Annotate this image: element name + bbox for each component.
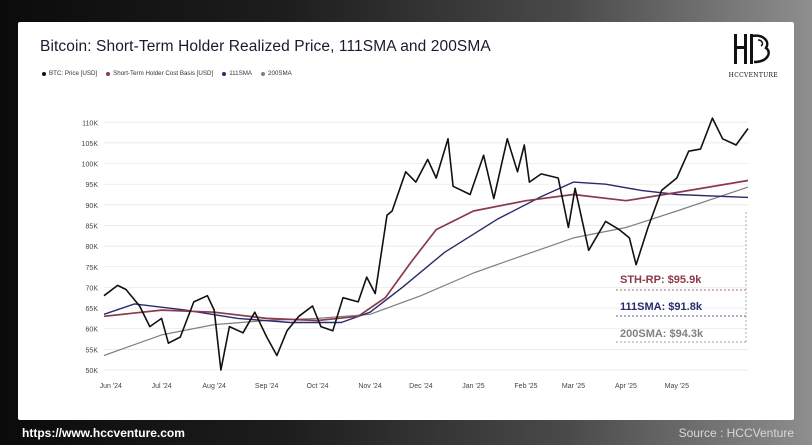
x-tick-label: Jan '25 bbox=[462, 383, 484, 390]
y-tick-label: 55K bbox=[86, 347, 99, 354]
x-tick-label: Jun '24 bbox=[100, 383, 122, 390]
logo-text: HCCVENTURE bbox=[728, 72, 778, 79]
legend-item-200sma: 200SMA bbox=[261, 70, 292, 77]
legend-label: 111SMA bbox=[229, 70, 253, 77]
legend-dot-icon bbox=[222, 71, 227, 76]
x-tick-label: Apr '25 bbox=[615, 383, 637, 390]
legend-item-sth: Short-Term Holder Cost Basis [USD] bbox=[106, 70, 213, 77]
hcc-monogram-logo bbox=[734, 34, 770, 64]
x-tick-label: May '25 bbox=[665, 383, 689, 390]
y-tick-label: 110K bbox=[82, 120, 98, 127]
y-tick-label: 105K bbox=[82, 141, 99, 148]
chart-legend: BTC: Price [USD] Short-Term Holder Cost … bbox=[42, 70, 292, 77]
y-tick-label: 50K bbox=[86, 368, 99, 375]
legend-label: 200SMA bbox=[268, 70, 292, 77]
x-tick-label: Dec '24 bbox=[409, 383, 433, 390]
y-tick-label: 60K bbox=[86, 327, 99, 334]
chart-title: Bitcoin: Short-Term Holder Realized Pric… bbox=[40, 38, 491, 55]
annotation-111sma: 111SMA: $91.8k bbox=[620, 301, 702, 313]
legend-dot-icon bbox=[106, 71, 111, 76]
legend-item-111sma: 111SMA bbox=[222, 70, 252, 77]
legend-item-btc: BTC: Price [USD] bbox=[42, 70, 97, 77]
x-tick-label: Sep '24 bbox=[255, 383, 279, 390]
y-tick-label: 65K bbox=[86, 306, 99, 313]
legend-label: BTC: Price [USD] bbox=[49, 70, 98, 77]
source-credit: Source : HCCVenture bbox=[678, 426, 794, 440]
legend-dot-icon bbox=[261, 71, 266, 76]
x-tick-label: Jul '24 bbox=[152, 383, 172, 390]
price-chart: 110K 105K 100K 95K 90K 85K 80K 75K 70K 65K 60K 55K 5… bbox=[82, 117, 749, 390]
x-tick-label: Feb '25 bbox=[514, 383, 537, 390]
sma200-line bbox=[103, 186, 749, 357]
x-tick-label: Mar '25 bbox=[562, 383, 585, 390]
sth-cost-basis-line bbox=[103, 179, 749, 322]
chart-card: Bitcoin: Short-Term Holder Realized Pric… bbox=[18, 22, 794, 420]
legend-label: Short-Term Holder Cost Basis [USD] bbox=[113, 70, 214, 77]
y-tick-label: 80K bbox=[86, 244, 99, 251]
legend-dot-icon bbox=[42, 71, 46, 76]
y-tick-label: 75K bbox=[86, 265, 99, 272]
x-tick-label: Aug '24 bbox=[202, 383, 226, 390]
y-tick-label: 95K bbox=[86, 182, 99, 189]
website-link[interactable]: https://www.hccventure.com bbox=[22, 426, 185, 440]
y-tick-label: 70K bbox=[86, 285, 99, 292]
sma111-line bbox=[103, 181, 749, 324]
annotation-sth-rp: STH-RP: $95.9k bbox=[620, 274, 702, 286]
y-tick-label: 100K bbox=[82, 162, 99, 169]
btc-price-line bbox=[103, 117, 749, 371]
x-tick-label: Nov '24 bbox=[358, 383, 382, 390]
x-tick-label: Oct '24 bbox=[307, 383, 329, 390]
y-tick-label: 85K bbox=[86, 223, 99, 230]
y-tick-label: 90K bbox=[86, 203, 99, 210]
annotation-200sma: 200SMA: $94.3k bbox=[620, 328, 704, 340]
